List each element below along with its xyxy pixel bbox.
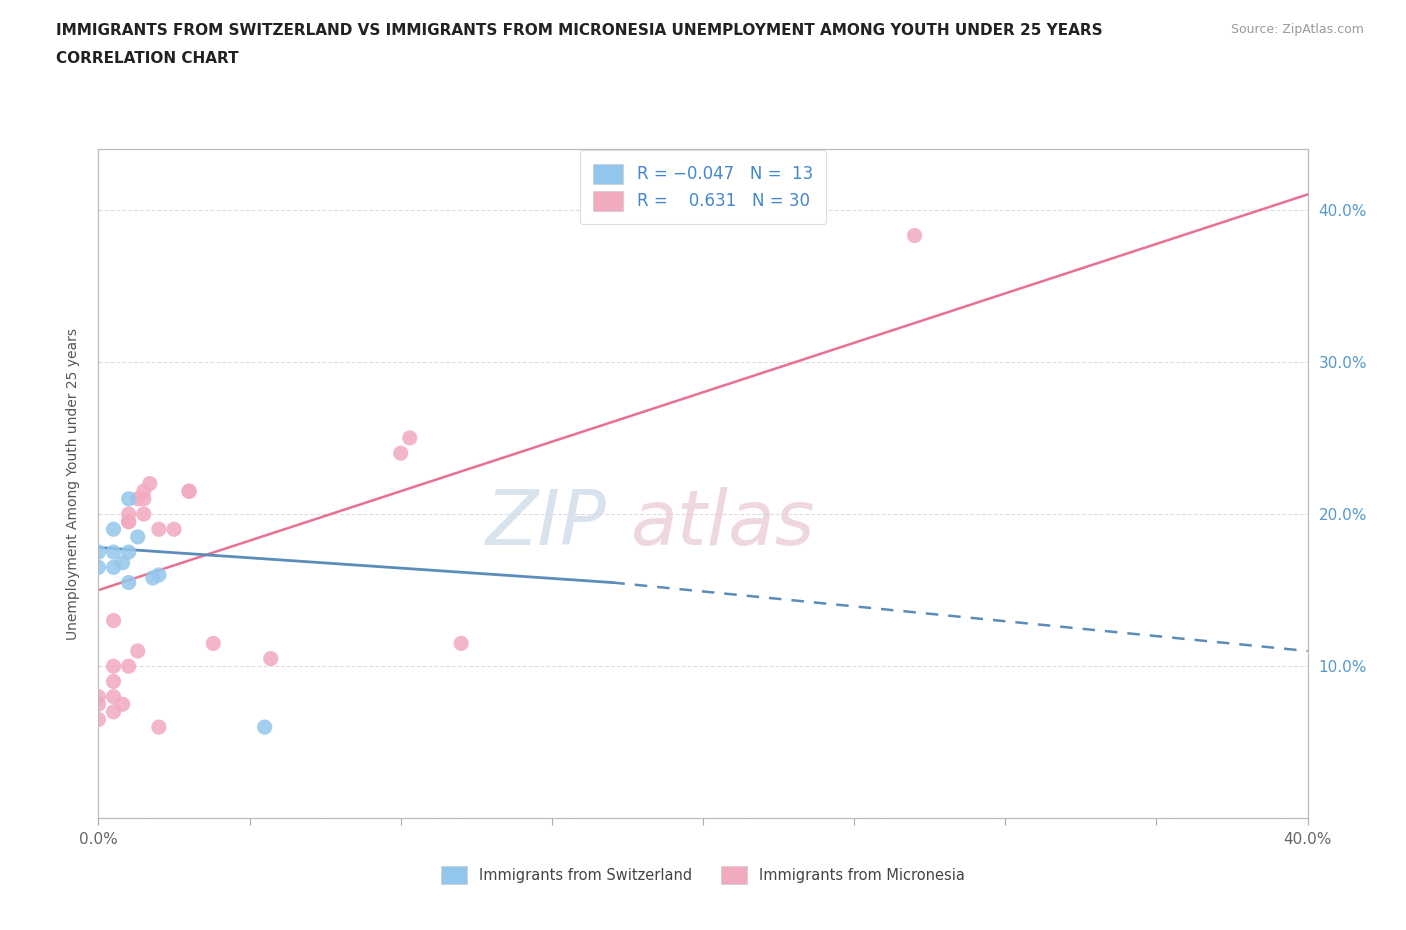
Point bbox=[148, 522, 170, 537]
Y-axis label: Unemployment Among Youth under 25 years: Unemployment Among Youth under 25 years bbox=[66, 327, 80, 640]
Point bbox=[389, 445, 412, 460]
Point bbox=[127, 529, 149, 544]
Point bbox=[87, 689, 110, 704]
Text: Source: ZipAtlas.com: Source: ZipAtlas.com bbox=[1230, 23, 1364, 36]
Point bbox=[103, 613, 125, 628]
Text: CORRELATION CHART: CORRELATION CHART bbox=[56, 51, 239, 66]
Point bbox=[127, 491, 149, 506]
Point bbox=[132, 491, 155, 506]
Point bbox=[103, 560, 125, 575]
Point bbox=[87, 560, 110, 575]
Point bbox=[111, 697, 134, 711]
Point bbox=[450, 636, 472, 651]
Point bbox=[139, 476, 162, 491]
Text: ZIP: ZIP bbox=[485, 486, 606, 561]
Point bbox=[103, 658, 125, 673]
Point bbox=[202, 636, 225, 651]
Point bbox=[103, 674, 125, 689]
Point bbox=[260, 651, 283, 666]
Point bbox=[118, 514, 141, 529]
Point bbox=[179, 484, 201, 498]
Point bbox=[148, 720, 170, 735]
Point bbox=[118, 545, 141, 560]
Point bbox=[111, 555, 134, 570]
Point bbox=[132, 507, 155, 522]
Text: IMMIGRANTS FROM SWITZERLAND VS IMMIGRANTS FROM MICRONESIA UNEMPLOYMENT AMONG YOU: IMMIGRANTS FROM SWITZERLAND VS IMMIGRANT… bbox=[56, 23, 1102, 38]
Point bbox=[904, 228, 927, 243]
Point bbox=[163, 522, 186, 537]
Point bbox=[142, 570, 165, 585]
Point bbox=[103, 545, 125, 560]
Point bbox=[118, 658, 141, 673]
Point bbox=[132, 484, 155, 498]
Point bbox=[253, 720, 276, 735]
Point bbox=[103, 704, 125, 719]
Legend: Immigrants from Switzerland, Immigrants from Micronesia: Immigrants from Switzerland, Immigrants … bbox=[433, 859, 973, 892]
Point bbox=[103, 689, 125, 704]
Point bbox=[398, 431, 420, 445]
Point bbox=[179, 484, 201, 498]
Point bbox=[87, 712, 110, 727]
Point bbox=[87, 545, 110, 560]
Point bbox=[127, 644, 149, 658]
Point bbox=[118, 507, 141, 522]
Point bbox=[87, 697, 110, 711]
Point bbox=[148, 567, 170, 582]
Point bbox=[118, 491, 141, 506]
Text: atlas: atlas bbox=[630, 486, 815, 561]
Point bbox=[118, 514, 141, 529]
Point bbox=[118, 575, 141, 590]
Point bbox=[103, 522, 125, 537]
